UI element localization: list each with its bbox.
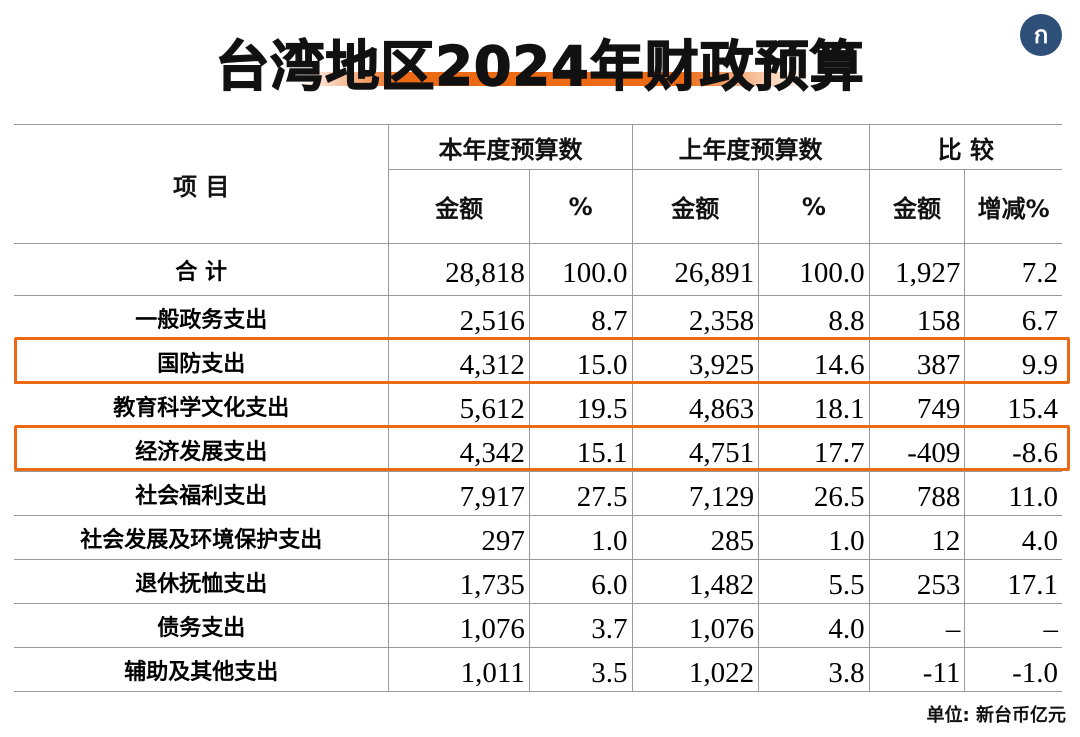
table-cell: 1.0 xyxy=(758,515,870,560)
table-cell: – xyxy=(868,603,966,648)
row-label: 合 计 xyxy=(14,243,390,296)
table-cell: -8.6 xyxy=(964,427,1062,472)
table-cell: 2,358 xyxy=(631,295,760,340)
table-cell: 158 xyxy=(868,295,966,340)
table-cell: 17.7 xyxy=(758,427,870,472)
header-current-year: 本年度预算数 xyxy=(388,123,633,171)
header-amount: 金额 xyxy=(868,169,966,244)
header-percent: % xyxy=(528,169,633,244)
table-cell: 8.7 xyxy=(528,295,633,340)
row-label: 经济发展支出 xyxy=(14,427,390,472)
table-cell: 17.1 xyxy=(964,559,1062,604)
table-cell: 1,076 xyxy=(388,603,530,648)
table-cell: 6.0 xyxy=(528,559,633,604)
table-cell: 26.5 xyxy=(758,471,870,516)
table-cell: 4,751 xyxy=(631,427,760,472)
table-cell: -409 xyxy=(868,427,966,472)
table-cell: 1,927 xyxy=(868,243,966,296)
table-cell: 5.5 xyxy=(758,559,870,604)
row-label: 国防支出 xyxy=(14,339,390,384)
highlight-box-defense xyxy=(14,337,1070,384)
title-underline xyxy=(300,72,810,86)
table-row: 经济发展支出 4,342 15.1 4,751 17.7 -409 -8.6 xyxy=(14,427,1062,472)
table-cell: 19.5 xyxy=(528,383,633,428)
table-cell: 387 xyxy=(868,339,966,384)
table-cell: 7,917 xyxy=(388,471,530,516)
table-cell: 3.5 xyxy=(528,647,633,692)
unit-note: 单位: 新台币亿元 xyxy=(926,705,1066,726)
table-cell: 15.0 xyxy=(528,339,633,384)
header-amount: 金额 xyxy=(631,169,760,244)
header-change-percent: 增减% xyxy=(964,169,1062,244)
table-cell: 1,022 xyxy=(631,647,760,692)
table-cell: 1,735 xyxy=(388,559,530,604)
table-row: 辅助及其他支出 1,011 3.5 1,022 3.8 -11 -1.0 xyxy=(14,647,1062,692)
page-title: 台湾地区2024年财政预算 xyxy=(215,34,865,99)
table-cell: 749 xyxy=(868,383,966,428)
row-label: 退休抚恤支出 xyxy=(14,559,390,604)
table-cell: -1.0 xyxy=(964,647,1062,692)
header-item: 项 目 xyxy=(14,124,390,244)
table-cell: 1,011 xyxy=(388,647,530,692)
row-label: 一般政务支出 xyxy=(14,295,390,340)
table-cell: 5,612 xyxy=(388,383,530,428)
table-cell: 6.7 xyxy=(964,295,1062,340)
table-cell: 297 xyxy=(388,515,530,560)
table-row: 社会发展及环境保护支出 297 1.0 285 1.0 12 4.0 xyxy=(14,515,1062,560)
logo-icon: ก xyxy=(1020,14,1062,56)
table-cell: 12 xyxy=(868,515,966,560)
header-previous-year: 上年度预算数 xyxy=(631,123,870,171)
table-row: 退休抚恤支出 1,735 6.0 1,482 5.5 253 17.1 xyxy=(14,559,1062,604)
row-label: 社会发展及环境保护支出 xyxy=(14,515,390,560)
table-row: 教育科学文化支出 5,612 19.5 4,863 18.1 749 15.4 xyxy=(14,383,1062,428)
header-comparison: 比 较 xyxy=(868,123,1062,171)
header-amount: 金额 xyxy=(388,169,530,244)
table-cell: – xyxy=(964,603,1062,648)
table-cell: 4.0 xyxy=(964,515,1062,560)
table-cell: 253 xyxy=(868,559,966,604)
table-cell: 1,482 xyxy=(631,559,760,604)
table-cell: 4,312 xyxy=(388,339,530,384)
table-cell: 28,818 xyxy=(388,243,530,296)
table-cell: 285 xyxy=(631,515,760,560)
row-label: 辅助及其他支出 xyxy=(14,647,390,692)
table-cell: 27.5 xyxy=(528,471,633,516)
table-cell: 14.6 xyxy=(758,339,870,384)
header-percent: % xyxy=(758,169,870,244)
row-label: 社会福利支出 xyxy=(14,471,390,516)
table-cell: 3.8 xyxy=(758,647,870,692)
table-cell: 4,863 xyxy=(631,383,760,428)
table-cell: 8.8 xyxy=(758,295,870,340)
table-cell: 15.4 xyxy=(964,383,1062,428)
row-label: 教育科学文化支出 xyxy=(14,383,390,428)
table-row: 一般政务支出 2,516 8.7 2,358 8.8 158 6.7 xyxy=(14,295,1062,340)
table-cell: 788 xyxy=(868,471,966,516)
table-cell: 7.2 xyxy=(964,243,1062,296)
table-cell: 2,516 xyxy=(388,295,530,340)
table-row: 合 计 28,818 100.0 26,891 100.0 1,927 7.2 xyxy=(14,243,1062,296)
table-cell: 11.0 xyxy=(964,471,1062,516)
table-cell: 26,891 xyxy=(631,243,760,296)
table-cell: 4.0 xyxy=(758,603,870,648)
table-cell: 1,076 xyxy=(631,603,760,648)
table-cell: -11 xyxy=(868,647,966,692)
table-row: 国防支出 4,312 15.0 3,925 14.6 387 9.9 xyxy=(14,339,1062,384)
highlight-box-economy xyxy=(14,425,1070,471)
budget-table: 项 目 本年度预算数 上年度预算数 比 较 金额 % 金额 % 金额 增减% 合… xyxy=(14,123,1062,692)
table-cell: 15.1 xyxy=(528,427,633,472)
table-cell: 18.1 xyxy=(758,383,870,428)
table-row: 社会福利支出 7,917 27.5 7,129 26.5 788 11.0 xyxy=(14,471,1062,516)
table-cell: 3.7 xyxy=(528,603,633,648)
table-cell: 100.0 xyxy=(528,243,633,296)
table-cell: 7,129 xyxy=(631,471,760,516)
row-label: 债务支出 xyxy=(14,603,390,648)
table-cell: 100.0 xyxy=(758,243,870,296)
table-row: 债务支出 1,076 3.7 1,076 4.0– – xyxy=(14,603,1062,648)
table-cell: 1.0 xyxy=(528,515,633,560)
